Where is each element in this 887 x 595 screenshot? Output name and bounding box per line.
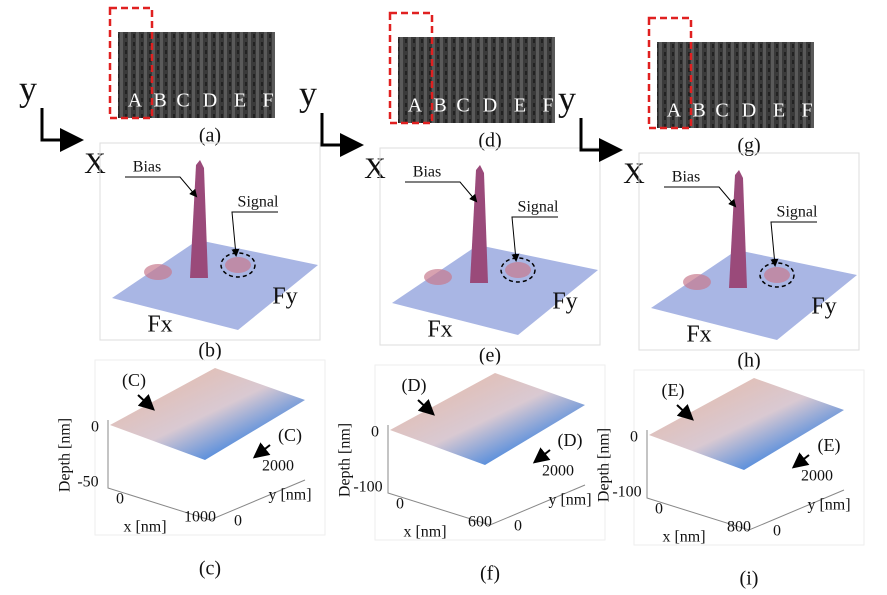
fft-caption: (b)	[198, 340, 221, 362]
image-letter: C	[176, 90, 189, 112]
marker-arrow	[795, 455, 809, 466]
fx-label: Fx	[427, 317, 452, 343]
fft-blob	[764, 267, 790, 283]
y-label: y [nm]	[268, 487, 311, 504]
image-letter: A	[667, 100, 682, 122]
bias-leader	[125, 177, 196, 196]
y-label: y [nm]	[548, 492, 591, 509]
fy-label: Fy	[811, 294, 836, 320]
bias-leader	[405, 182, 476, 201]
fft-blob	[424, 269, 452, 285]
surface-marker: (C)	[278, 425, 302, 446]
bias-label: Bias	[133, 159, 161, 176]
marker-arrow	[256, 445, 270, 456]
z-tick: 0	[371, 424, 379, 441]
x-tick: 0	[116, 491, 124, 508]
z-tick: -100	[353, 479, 382, 496]
surface-marker: (D)	[558, 430, 583, 451]
signal-label: Signal	[238, 194, 279, 211]
fft-spike	[470, 165, 488, 283]
fft-blob	[144, 264, 172, 280]
fft-blob	[225, 257, 251, 273]
image-letter: B	[153, 90, 166, 112]
surface-marker: (D)	[402, 375, 427, 396]
fx-label: Fx	[147, 312, 172, 338]
image-letter: B	[433, 95, 446, 117]
z-label: Depth [nm]	[57, 418, 74, 492]
fy-label: Fy	[552, 289, 577, 315]
surface-marker: (E)	[818, 435, 841, 456]
image-letter: F	[262, 90, 273, 112]
axis-x-label: X	[623, 157, 645, 190]
image-letter: E	[234, 90, 246, 112]
x-tick: 1000	[184, 509, 216, 526]
y-tick: 2000	[262, 458, 294, 475]
signal-label: Signal	[518, 199, 559, 216]
axis-arrow	[581, 118, 617, 150]
z-tick: 0	[91, 419, 99, 436]
x-label: x [nm]	[662, 529, 705, 546]
surface-marker: (E)	[662, 380, 685, 401]
fft-caption: (h)	[737, 350, 760, 372]
fx-label: Fx	[686, 322, 711, 348]
z-label: Depth [nm]	[337, 423, 354, 497]
image-letter: F	[542, 95, 553, 117]
axis-y-label: y	[299, 73, 317, 113]
y-tick: 2000	[542, 463, 574, 480]
fft-caption: (e)	[479, 345, 501, 367]
bias-label: Bias	[672, 169, 700, 186]
z-label: Depth [nm]	[596, 428, 613, 502]
figure: ABCDEF(a)yXBiasSignalFyFx(b)(C)(C)Depth …	[0, 0, 887, 595]
surface-caption: (c)	[199, 558, 221, 580]
axis-x-label: X	[364, 152, 386, 185]
z-tick: -50	[77, 474, 98, 491]
fy-label: Fy	[272, 284, 297, 310]
image-letter: D	[203, 90, 217, 112]
image-letter: D	[483, 95, 497, 117]
image-letter: D	[742, 100, 756, 122]
x-label: x [nm]	[403, 524, 446, 541]
y-label: y [nm]	[807, 497, 850, 514]
surface-caption: (i)	[740, 568, 759, 590]
y-tick: 2000	[801, 468, 833, 485]
fft-blob	[683, 274, 711, 290]
x-tick: 800	[727, 519, 751, 536]
fft-spike	[729, 170, 747, 288]
image-letter: F	[801, 100, 812, 122]
image-letter: E	[514, 95, 526, 117]
x-tick: 0	[396, 496, 404, 513]
x-tick: 0	[655, 501, 663, 518]
y-tick: 0	[234, 513, 242, 530]
y-tick: 0	[514, 518, 522, 535]
marker-arrow	[536, 450, 550, 461]
y-tick: 0	[773, 523, 781, 540]
x-tick: 600	[468, 514, 492, 531]
x-label: x [nm]	[123, 519, 166, 536]
image-letter: C	[456, 95, 469, 117]
signal-label: Signal	[777, 204, 818, 221]
image-letter: C	[715, 100, 728, 122]
z-tick: -100	[612, 484, 641, 501]
axis-arrow	[42, 108, 78, 140]
fft-blob	[505, 262, 531, 278]
fft-spike	[190, 160, 208, 278]
image-letter: A	[408, 95, 423, 117]
image-letter: B	[692, 100, 705, 122]
surface-marker: (C)	[122, 370, 146, 391]
z-tick: 0	[630, 429, 638, 446]
axis-x-label: X	[84, 147, 106, 180]
axis-arrow	[322, 113, 358, 145]
axis-y-label: y	[19, 68, 37, 108]
surface-caption: (f)	[480, 563, 500, 585]
axis-y-label: y	[558, 78, 576, 118]
image-letter: E	[773, 100, 785, 122]
image-letter: A	[128, 90, 143, 112]
bias-leader	[664, 187, 735, 206]
bias-label: Bias	[413, 164, 441, 181]
